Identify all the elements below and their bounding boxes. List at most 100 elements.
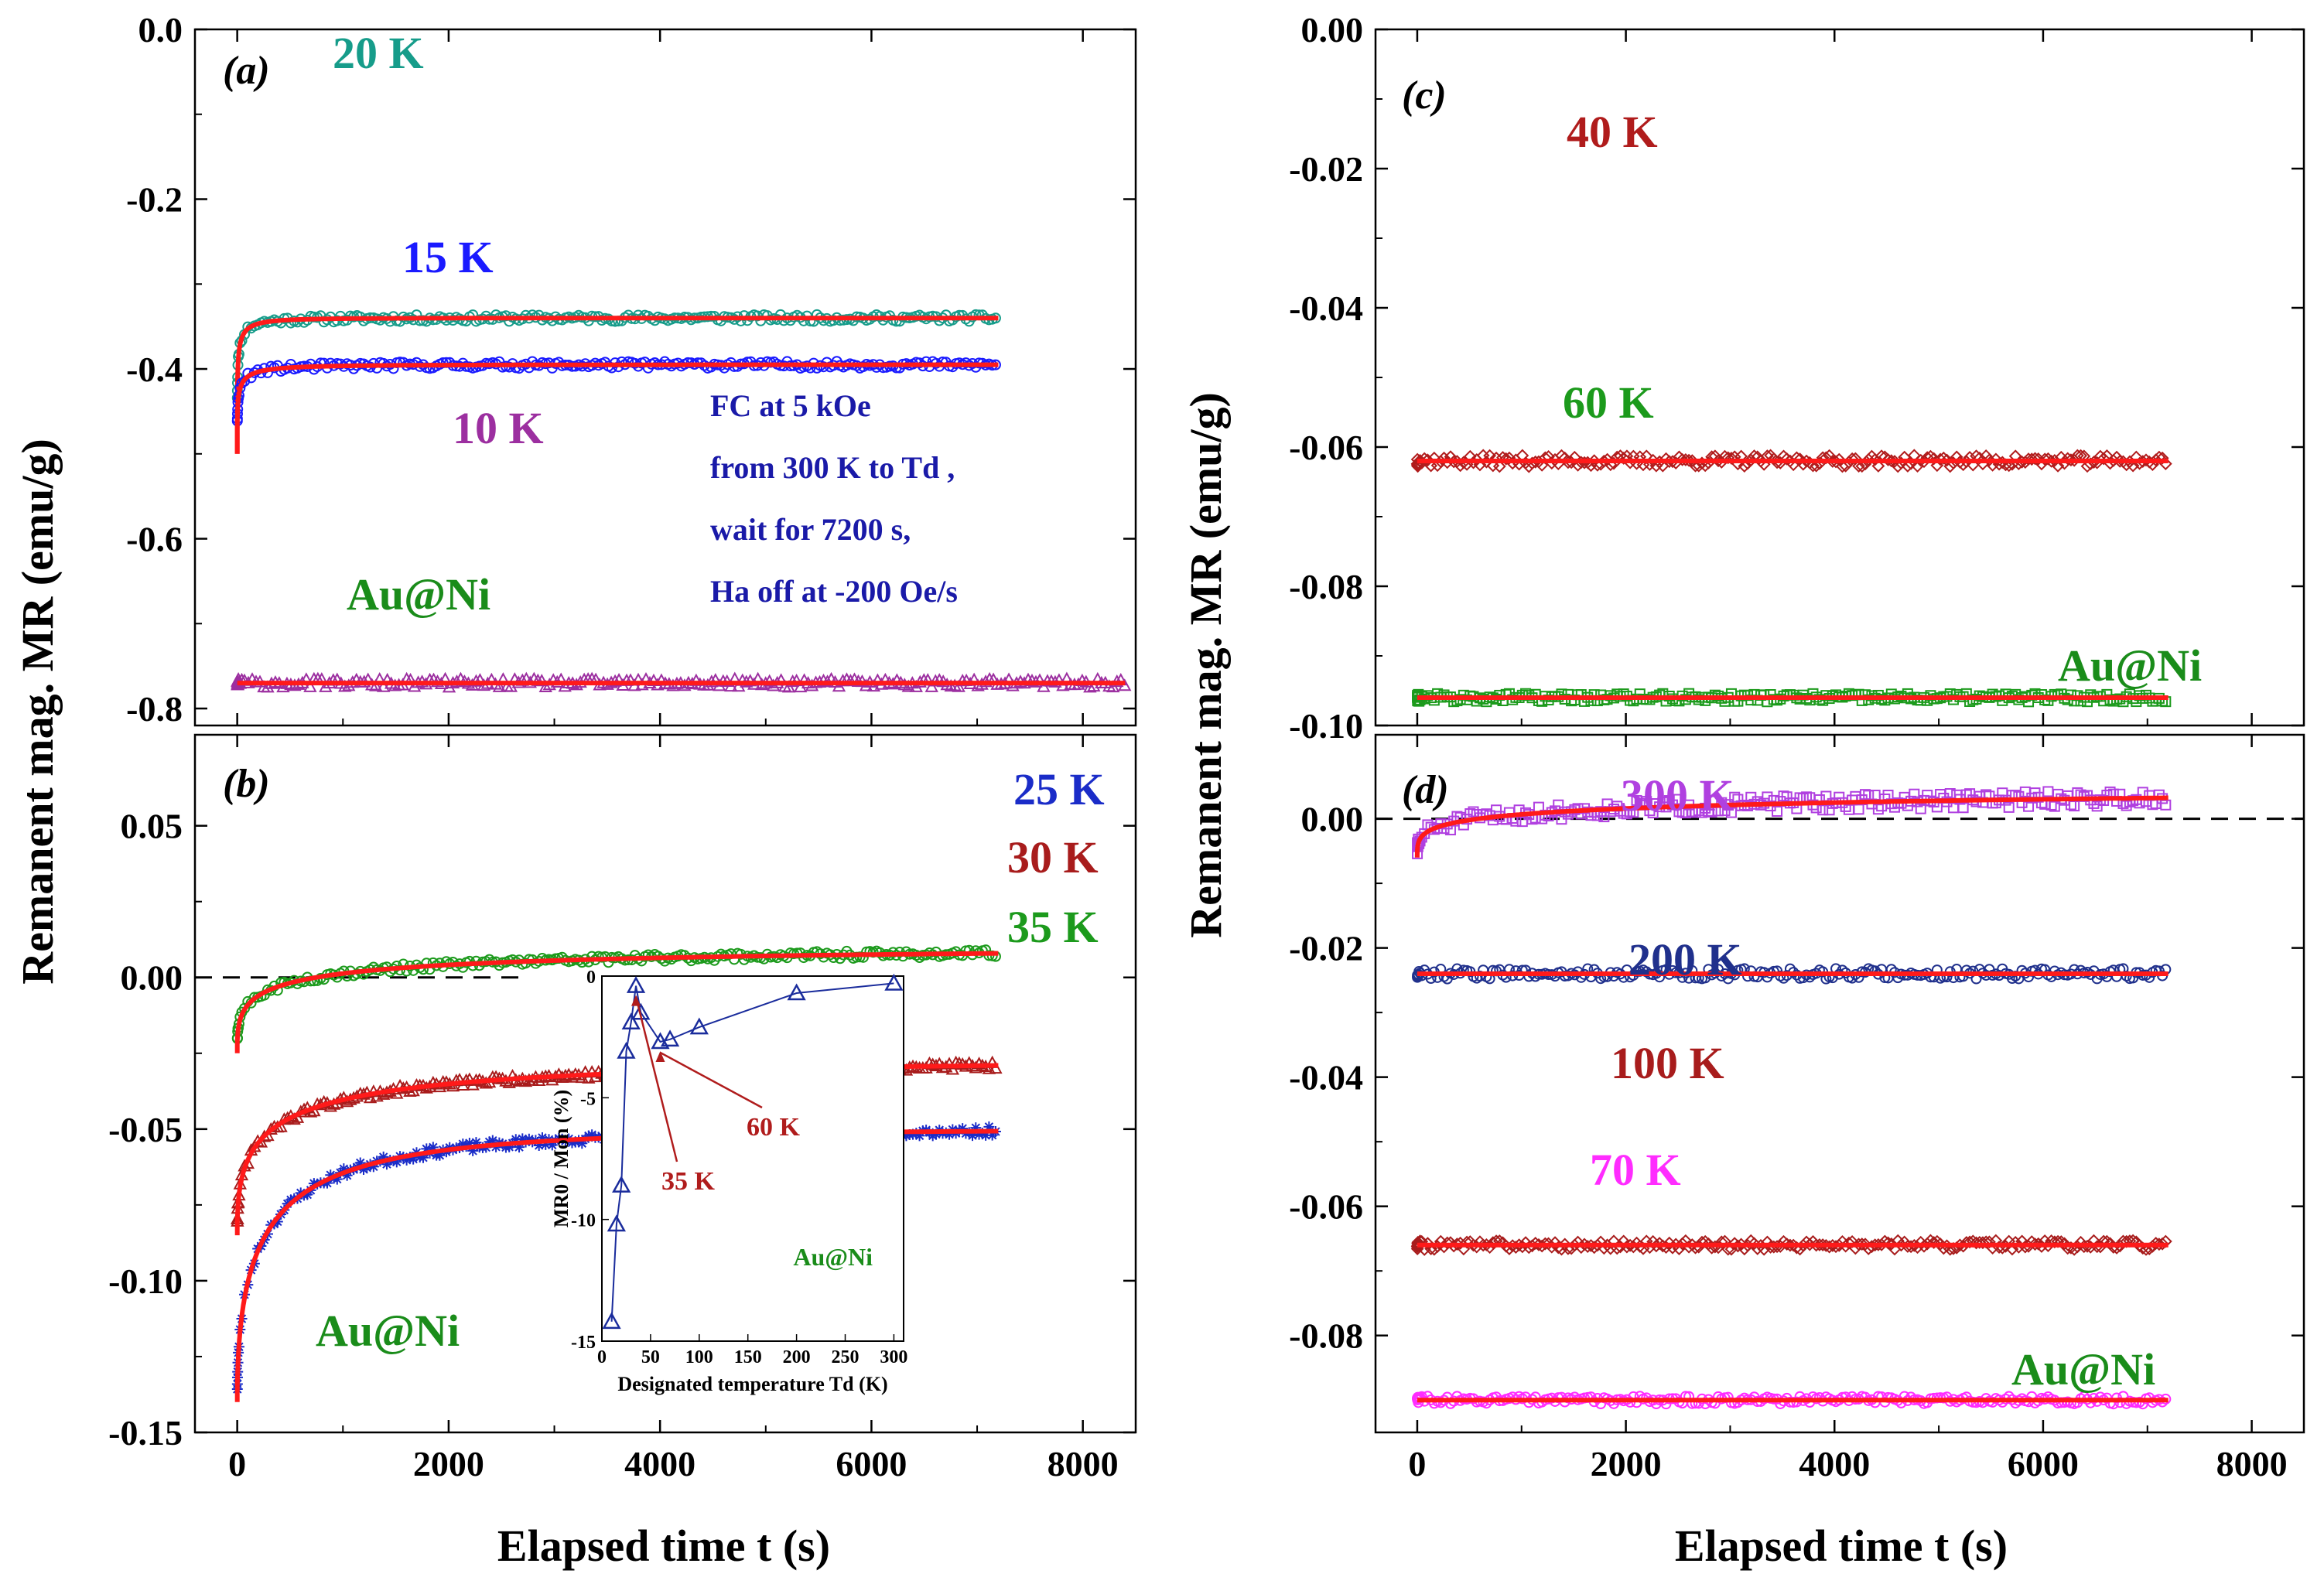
data-point	[928, 674, 942, 687]
data-point	[338, 1163, 350, 1175]
data-point	[1855, 459, 1869, 473]
y-tick-label: -0.06	[1289, 428, 1363, 467]
panel-a: 0.0 -0.2 -0.4 -0.6 -0.8 20 K 15 K 10 K (a) Au@Ni F…	[126, 10, 1137, 729]
data-point	[972, 1057, 986, 1070]
data-point	[1748, 1237, 1761, 1251]
data-point	[2152, 1238, 2166, 1251]
inset-data-point	[612, 1176, 631, 1193]
inset-data-point	[607, 1214, 626, 1232]
left-y-axis-title: Remanent mag. MR (emu/g)	[12, 439, 63, 985]
data-point	[2028, 452, 2042, 466]
y-tick-label: -0.6	[126, 520, 183, 559]
inset-data-point	[884, 973, 904, 991]
data-point	[1460, 1235, 1474, 1249]
data-point	[1689, 459, 1702, 473]
data-point	[369, 678, 383, 691]
data-point	[1548, 1236, 1562, 1250]
inset-y-tick-label: 0	[586, 968, 596, 988]
curve-label: 300 K	[1621, 770, 1734, 821]
data-point	[408, 1153, 419, 1165]
data-point	[1760, 1235, 1774, 1249]
y-tick-label: 0.05	[121, 807, 183, 846]
curve-label: 60 K	[1563, 377, 1654, 428]
data-point	[1914, 453, 1928, 467]
data-point	[1430, 459, 1444, 473]
data-point	[2008, 1235, 2022, 1249]
inset-data-point	[617, 1041, 636, 1059]
inset-data-point	[660, 1029, 680, 1047]
data-point	[1960, 1236, 1974, 1249]
data-point	[1957, 802, 1969, 814]
x-tick-label: 4000	[624, 1444, 695, 1483]
x-tick-label: 6000	[2008, 1444, 2079, 1483]
data-point	[1499, 452, 1513, 466]
data-point	[272, 1216, 283, 1227]
data-point	[538, 679, 552, 693]
data-point	[418, 1152, 429, 1163]
protocol-note-line: Ha off at -200 Oe/s	[710, 574, 958, 609]
data-point	[1881, 1236, 1895, 1250]
data-point	[341, 1169, 353, 1181]
data-point	[2139, 1242, 2153, 1256]
data-point	[1858, 1238, 1872, 1251]
series-10k	[231, 671, 1132, 693]
data-point	[2038, 452, 2052, 466]
data-point	[1725, 807, 1737, 818]
data-point	[533, 1139, 545, 1151]
curve-label: 15 K	[402, 232, 494, 282]
data-point	[945, 1062, 960, 1075]
inset-callout-arrow	[634, 996, 678, 1162]
data-point	[1979, 1235, 1993, 1249]
data-point	[1793, 452, 1807, 466]
series-70k	[1412, 1391, 2172, 1410]
inset-x-tick-label: 50	[641, 1347, 660, 1367]
data-point	[1852, 459, 1865, 473]
inset-y-tick-label: -15	[571, 1333, 596, 1353]
y-tick-label: -0.05	[108, 1110, 183, 1149]
inset-x-tick-label: 0	[597, 1347, 607, 1367]
inset-data-point	[689, 1017, 709, 1035]
data-point	[1502, 451, 1516, 465]
data-point	[1529, 1237, 1543, 1250]
inset-x-tick-label: 250	[832, 1347, 860, 1367]
x-tick-label: 2000	[413, 1444, 484, 1483]
data-point	[1944, 788, 1956, 800]
series-100k	[1410, 1234, 2172, 1256]
panel-c: 0.00 -0.02 -0.04 -0.06 -0.08 -0.10 40 K 60 K (c)…	[1289, 10, 2305, 746]
data-point	[1842, 1236, 1856, 1250]
data-point	[1594, 1235, 1608, 1249]
series-15k	[231, 356, 1001, 454]
y-tick-label: 0.0	[138, 10, 183, 50]
data-point	[1891, 459, 1905, 473]
data-point	[1738, 459, 1752, 473]
data-point	[1920, 1237, 1934, 1251]
data-point	[285, 1194, 296, 1206]
data-point	[2058, 1237, 2071, 1251]
inset-data-point	[602, 1312, 621, 1330]
data-point	[1601, 452, 1614, 466]
data-point	[2139, 453, 2153, 467]
data-point	[1855, 1238, 1869, 1251]
y-tick-label: 0.00	[1301, 10, 1364, 50]
data-point	[303, 679, 317, 692]
x-tick-label: 8000	[1048, 1444, 1119, 1483]
inset-x-tick-label: 300	[880, 1347, 907, 1367]
series-35k	[231, 944, 1001, 1053]
y-tick-label: -0.04	[1289, 288, 1363, 328]
inset-x-tick-label: 100	[685, 1347, 713, 1367]
data-point	[321, 1177, 333, 1189]
x-tick-label: 0	[228, 1444, 246, 1483]
data-point	[2023, 801, 2035, 812]
data-point	[1571, 1235, 1584, 1249]
data-point	[2022, 452, 2035, 466]
curve-label: 25 K	[1013, 764, 1105, 814]
data-point	[2155, 451, 2169, 465]
data-point	[470, 1137, 482, 1149]
data-point	[1417, 452, 1431, 466]
data-point	[2069, 801, 2080, 812]
y-tick-label: -0.04	[1289, 1058, 1363, 1098]
data-point	[467, 1145, 479, 1156]
data-point	[1682, 453, 1696, 467]
data-point	[1872, 804, 1884, 815]
